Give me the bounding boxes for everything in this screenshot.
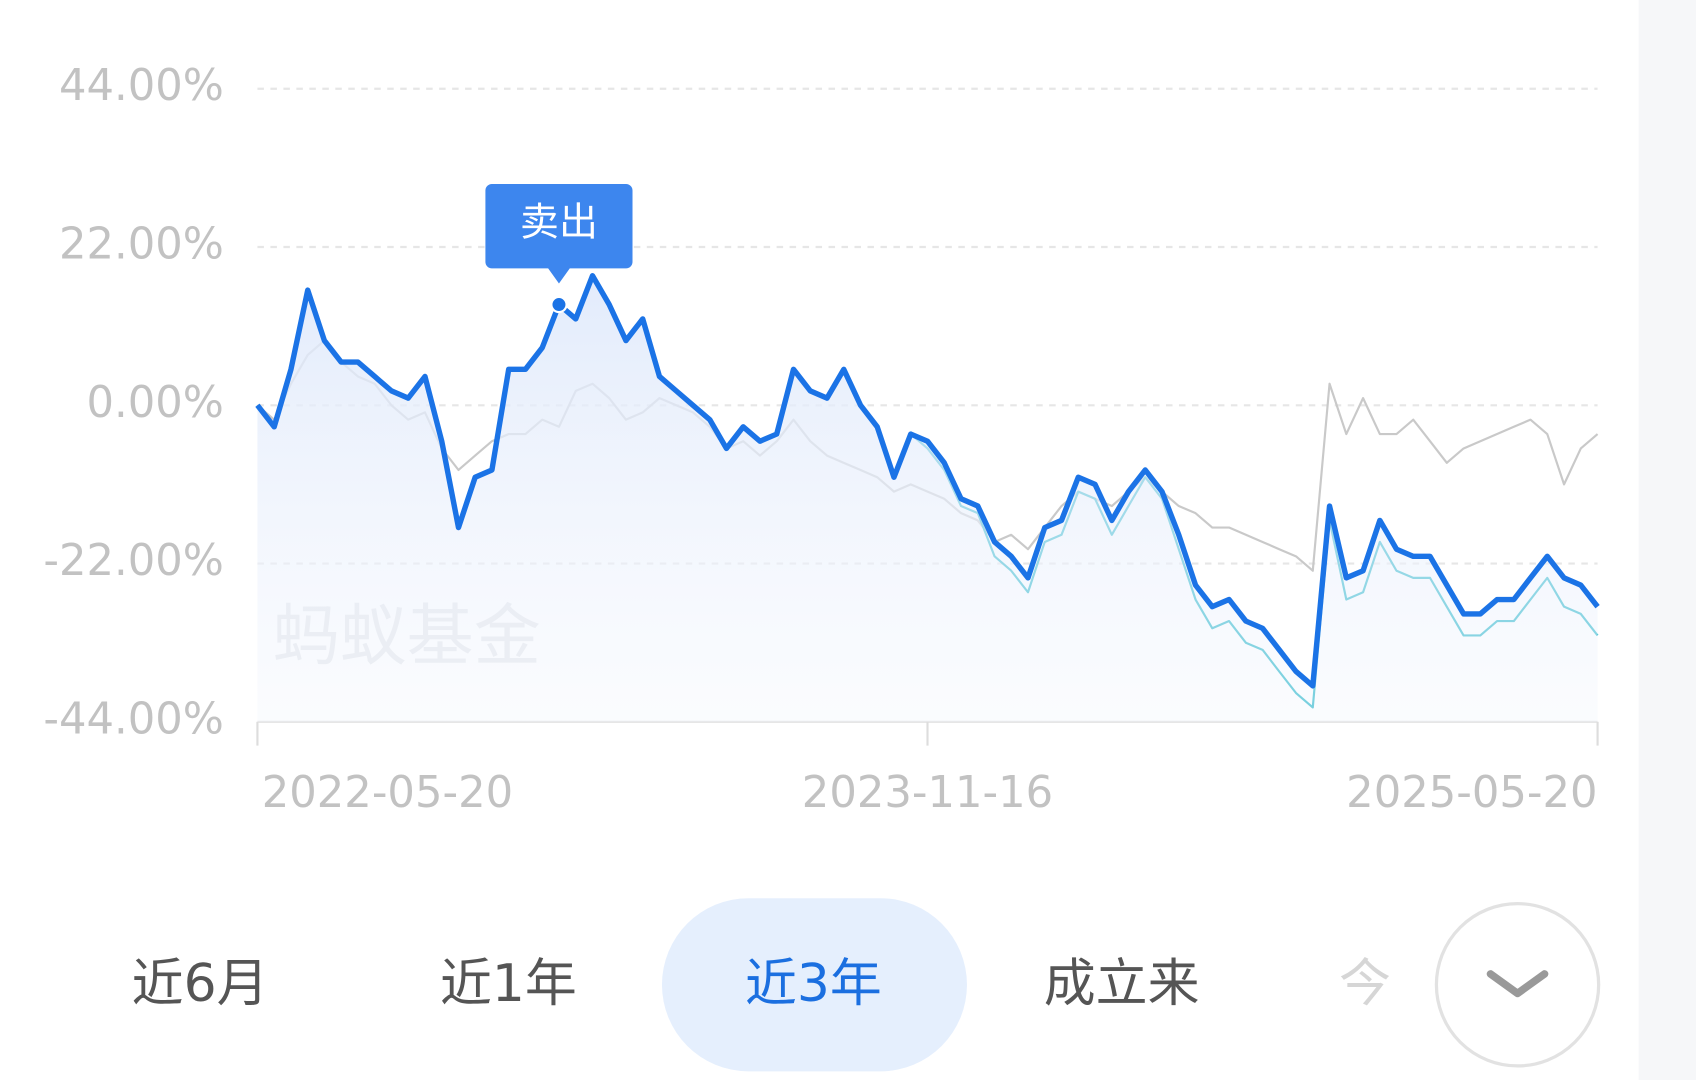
y-tick-label: 0.00% [86, 378, 223, 428]
annotation-dot [550, 295, 568, 314]
area [257, 275, 1598, 722]
tab-selected-bg [661, 898, 967, 1072]
y-tick-label: 22.00% [59, 219, 224, 269]
more-button[interactable] [1434, 901, 1601, 1068]
line [255, 273, 1600, 689]
x-tick-label: 2025-05-20 [1346, 768, 1597, 818]
tab[interactable]: 近1年 [440, 954, 577, 1014]
tab[interactable]: 今 [1339, 954, 1391, 1014]
tab[interactable]: 成立来 [1044, 954, 1200, 1014]
x-tick-label: 2023-11-16 [802, 768, 1053, 818]
y-tick-label: -44.00% [43, 694, 224, 744]
x-tick-label: 2022-05-20 [262, 768, 513, 818]
tab[interactable]: 近6月 [132, 954, 269, 1014]
y-tick-label: -22.00% [43, 536, 224, 586]
side-strip [1638, 0, 1696, 1080]
annotation-bubble [485, 183, 633, 284]
chevron-icon [1486, 970, 1549, 998]
annotation-text: 卖出 [520, 201, 598, 246]
y-tick-label: 44.00% [59, 61, 224, 111]
tab[interactable]: 近3年 [745, 954, 882, 1014]
